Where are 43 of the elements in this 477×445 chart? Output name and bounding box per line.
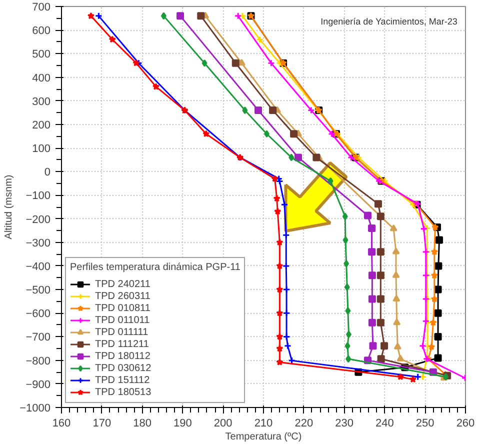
y-tick-label: −100	[26, 190, 51, 202]
y-tick-label: 200	[32, 119, 51, 132]
x-tick-label: 160	[52, 418, 71, 430]
y-tick-label: −700	[26, 332, 51, 344]
legend-label: TPD 260311	[95, 290, 150, 302]
y-tick-label: −900	[26, 378, 51, 391]
x-tick-label: 230	[335, 418, 354, 430]
y-tick-label: −600	[26, 308, 51, 320]
y-tick-label: −500	[26, 284, 51, 297]
x-tick-label: 220	[294, 418, 314, 430]
y-tick-label: 400	[32, 72, 51, 84]
legend-label: TPD 011111	[95, 326, 148, 338]
legend-label: TPD 011011	[95, 314, 150, 326]
x-tick-label: 240	[376, 418, 394, 430]
legend-label: TPD 111211	[95, 338, 149, 350]
y-tick-label: 700	[32, 2, 51, 14]
x-tick-label: 200	[214, 418, 232, 430]
y-tick-label: −300	[26, 237, 51, 250]
x-tick-label: 210	[254, 418, 273, 430]
x-tick-label: 190	[174, 418, 192, 430]
x-tick-label: 180	[133, 418, 152, 430]
y-tick-label: 600	[32, 25, 51, 38]
legend-label: TPD 240211	[95, 278, 150, 290]
legend-label: TPD 151112	[95, 374, 150, 386]
legend-title: Perfiles temperatura dinámica PGP-11	[70, 262, 240, 273]
legend-label: TPD 180513	[95, 386, 152, 398]
legend-label: TPD 180112	[95, 350, 150, 362]
y-tick-label: 0	[44, 166, 51, 179]
x-tick-label: 260	[456, 418, 475, 430]
y-tick-label: 500	[32, 48, 51, 61]
y-tick-label: 300	[32, 96, 51, 108]
y-tick-label: 100	[32, 143, 51, 156]
x-tick-label: 170	[92, 418, 112, 430]
y-tick-label: −800	[26, 355, 51, 368]
legend-label: TPD 030612	[95, 362, 152, 374]
y-axis-title: Altitud (msnm)	[4, 174, 15, 240]
x-axis-title: Temperatura (ºC)	[225, 432, 302, 442]
y-tick-label: −200	[26, 214, 51, 226]
legend-label: TPD 010811	[95, 302, 150, 314]
x-tick-label: 250	[416, 418, 434, 430]
annotation: Ingeniería de Yacimientos, Mar-23	[320, 16, 458, 26]
y-tick-label: −400	[26, 260, 51, 273]
y-tick-label: −1000	[20, 402, 51, 414]
